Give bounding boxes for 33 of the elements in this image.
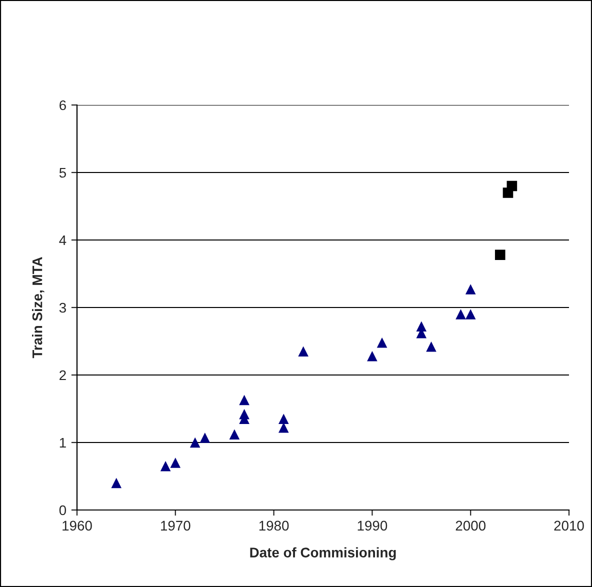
x-tick-label: 2000 [456,520,486,531]
point [278,422,289,433]
point [239,394,250,406]
point [160,460,171,472]
x-tick-label: 2010 [554,520,584,531]
x-tick-label: 1980 [259,520,289,531]
y-tick-label: 2 [60,370,66,380]
point [298,346,308,357]
y-tick-label: 3 [59,302,66,313]
y-axis-title: Train Size, MTA [32,257,44,358]
x-axis-title: Date of Commisioning [250,547,396,560]
y-tick-label: 1 [60,438,66,448]
point [465,309,476,320]
point [376,337,388,348]
point [494,250,506,260]
y-tick-label: 4 [59,235,66,246]
point [456,309,466,320]
point [278,414,289,424]
point [426,342,436,352]
x-tick-label: 1970 [161,520,190,531]
x-tick-label: 1990 [358,520,388,531]
point [111,478,122,488]
point [170,458,181,468]
point [229,429,240,440]
point [367,350,378,362]
point [190,437,200,448]
x-tick-label: 1960 [62,520,92,531]
y-tick-label: 0 [59,505,66,516]
point [506,180,518,192]
y-tick-label: 6 [60,100,66,110]
y-tick-label: 5 [59,168,66,178]
point [465,284,476,294]
point [200,432,210,443]
